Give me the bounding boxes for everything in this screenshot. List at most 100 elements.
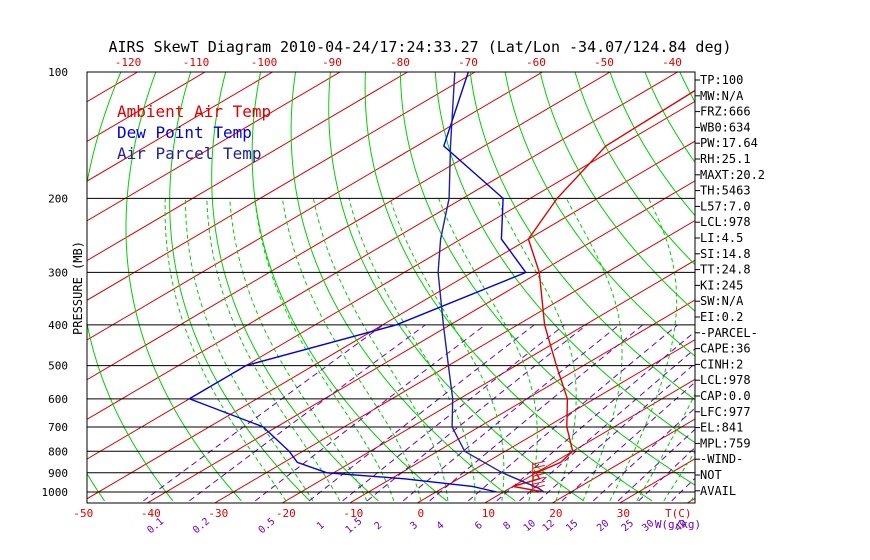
moist-adiabat-line [184, 198, 314, 502]
mixing-ratio-tick-label: 4 [435, 520, 447, 532]
dry-adiabat-line [364, 72, 653, 502]
legend-entry: Air Parcel Temp [117, 144, 262, 163]
wind-barb-flag [532, 460, 545, 465]
pressure-tick-label: 700 [48, 421, 68, 434]
dry-adiabat-line [125, 72, 242, 502]
mixing-ratio-tick-label: 20 [595, 518, 611, 534]
mixing-ratio-line [496, 330, 695, 502]
mixing-ratio-line [342, 324, 565, 502]
dry-adiabat-line [0, 63, 56, 501]
dry-adiabat-line [469, 72, 695, 401]
bottom-temp-tick-label: -10 [343, 507, 363, 520]
moist-adiabat-line [636, 393, 695, 502]
moist-adiabat-line [496, 198, 577, 502]
mixing-ratio-line [467, 324, 678, 502]
isotherm-line [87, 72, 409, 262]
moist-adiabat-line [389, 198, 505, 501]
index-value: LFC:977 [700, 405, 751, 419]
moist-adiabat-line [312, 198, 449, 501]
isotherm-line [811, 53, 870, 510]
index-value: MPL:759 [700, 436, 751, 450]
pressure-tick-label: 100 [48, 66, 68, 79]
moist-adiabat-line [348, 198, 476, 501]
index-value: SI:14.8 [700, 247, 751, 261]
mixing-ratio-line [189, 324, 426, 502]
top-temp-tick-label: -50 [594, 56, 614, 69]
pressure-tick-label: 900 [48, 467, 68, 480]
isotherm-line [551, 418, 695, 503]
dry-adiabat-line [745, 63, 870, 501]
index-value: -WIND- [700, 452, 743, 466]
moist-adiabat-line [254, 198, 395, 502]
wind-barb-flag [532, 468, 545, 473]
legend-entry: Ambient Air Temp [117, 102, 271, 121]
index-value: SW:N/A [700, 294, 744, 308]
index-value: TH:5463 [700, 184, 751, 198]
moist-adiabat-line [206, 198, 341, 502]
top-temp-tick-label: -120 [115, 56, 142, 69]
index-value: -PARCEL- [700, 326, 758, 340]
mixing-ratio-tick-label: 8 [502, 520, 514, 532]
series-ambient-air-temp [512, 89, 695, 493]
index-value: EI:0.2 [700, 310, 743, 324]
index-value: LCL:978 [700, 373, 751, 387]
mixing-ratio-line [519, 348, 695, 502]
x-axis-label: T(C) [665, 507, 692, 520]
index-value: EL:841 [700, 421, 743, 435]
sounding-profiles [187, 72, 695, 493]
wind-barb-flag [532, 464, 545, 469]
top-temp-tick-label: -40 [662, 56, 682, 69]
pressure-tick-label: 200 [48, 192, 68, 205]
mixing-ratio-axis-label: W(g/kg) [655, 518, 701, 531]
mixing-ratio-line [308, 324, 535, 502]
dry-adiabat-line [87, 72, 174, 502]
moist-adiabat-line [609, 198, 678, 502]
index-value: TP:100 [700, 73, 743, 87]
isotherm-line [87, 72, 274, 182]
pressure-tick-label: 300 [48, 266, 68, 279]
mixing-ratio-line [592, 407, 695, 502]
wind-barb-flag [532, 484, 545, 489]
isotherm-line [87, 72, 206, 142]
bottom-temp-tick-label: 20 [549, 507, 562, 520]
index-value: PW:17.64 [700, 136, 758, 150]
dry-adiabat-line [434, 72, 695, 444]
index-value: KI:245 [700, 278, 743, 292]
dry-adiabat-line [539, 72, 695, 312]
isotherm-line [87, 72, 679, 420]
mixing-ratio-tick-label: 3 [408, 520, 420, 532]
index-value: RH:25.1 [700, 152, 751, 166]
mixing-ratio-tick-label: 10 [522, 518, 538, 534]
index-value: CINH:2 [700, 357, 743, 371]
legend: Ambient Air Temp Dew Point Temp Air Parcel… [117, 102, 271, 163]
index-value: NOT [700, 468, 722, 482]
top-temp-tick-label: -60 [526, 56, 546, 69]
wind-barb-flag [532, 472, 545, 477]
dry-adiabat-line [251, 72, 448, 502]
index-value: FRZ:666 [700, 105, 751, 119]
index-value: AVAIL [700, 484, 736, 498]
isotherm-line [744, 53, 870, 510]
index-value: WB0:634 [700, 120, 751, 134]
moist-adiabat-line [565, 198, 623, 502]
mixing-ratio-tick-label: 2 [373, 520, 385, 532]
isotherm-line [87, 140, 695, 500]
series-air-parcel-temp [437, 72, 545, 493]
mixing-ratio-line [429, 324, 644, 502]
bottom-temp-tick-label: 30 [617, 507, 630, 520]
index-value: CAP:0.0 [700, 389, 751, 403]
dry-adiabat-line [399, 72, 695, 486]
mixing-ratio-tick-label: 25 [620, 518, 636, 534]
isotherm-line [213, 219, 695, 503]
index-value: LI:4.5 [700, 231, 743, 245]
legend-entry: Dew Point Temp [117, 123, 252, 142]
bottom-temp-tick-label: -30 [208, 507, 228, 520]
isotherm-line [87, 100, 695, 460]
bottom-temp-tick-label: -20 [276, 507, 296, 520]
isotherm-line [87, 72, 611, 381]
dry-adiabat-line [779, 63, 870, 501]
index-value: MAXT:20.2 [700, 168, 765, 182]
pressure-tick-label: 600 [48, 393, 68, 406]
